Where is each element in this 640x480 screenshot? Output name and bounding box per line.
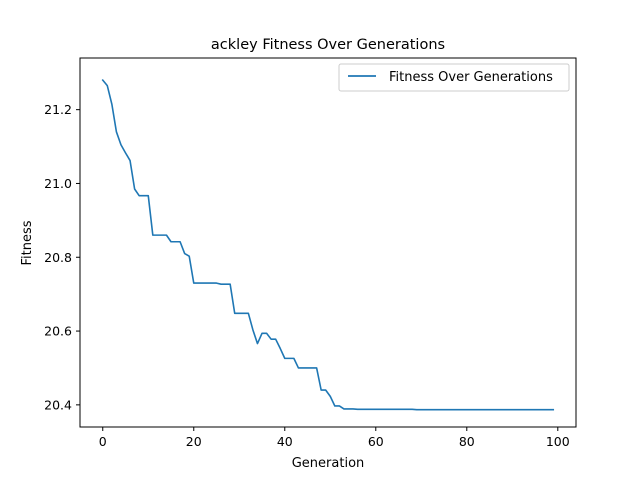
x-tick-label: 0 [99, 434, 107, 449]
x-tick-label: 80 [459, 434, 475, 449]
plot-area [101, 79, 555, 411]
x-tick-label: 20 [186, 434, 202, 449]
y-tick-label: 21.0 [44, 176, 72, 191]
x-axis-label: Generation [292, 456, 365, 471]
legend-box [338, 63, 570, 92]
series-line-0 [101, 79, 555, 411]
x-tick-label: 40 [277, 434, 293, 449]
axes-frame [79, 57, 577, 428]
y-tick-label: 20.8 [44, 250, 72, 265]
y-tick-label: 21.2 [44, 102, 72, 117]
x-tick-label: 100 [546, 434, 570, 449]
y-tick-label: 20.6 [44, 324, 72, 339]
chart-title: ackley Fitness Over Generations [211, 37, 445, 53]
x-tick-label: 60 [368, 434, 384, 449]
y-axis-label: Fitness [20, 220, 35, 265]
legend-label: Fitness Over Generations [389, 70, 553, 85]
y-tick-label: 20.4 [44, 397, 72, 412]
legend: Fitness Over Generations [338, 63, 570, 92]
x-axis: 0 20 40 60 80 100 [99, 427, 570, 449]
y-axis: 20.4 20.6 20.8 21.0 21.2 [44, 102, 80, 412]
